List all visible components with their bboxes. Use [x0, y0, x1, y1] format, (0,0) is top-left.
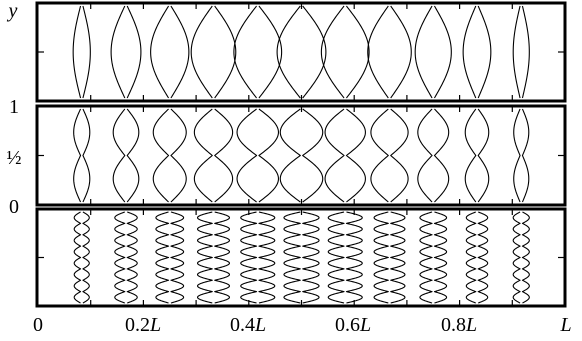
- profile-curve-p1-6-left: [276, 5, 301, 99]
- profile-curve-p2-2-right: [126, 108, 140, 203]
- x-tick-label-0: 0: [33, 314, 43, 336]
- profile-curve-p1-4-left: [190, 5, 213, 99]
- profile-curve-p1-9-right: [433, 5, 452, 99]
- profile-curve-p3-4-right: [214, 211, 230, 304]
- profile-curve-p3-7-right: [345, 211, 363, 304]
- profile-curve-p2-10-right: [477, 108, 490, 203]
- profile-curve-p3-1-left: [73, 211, 82, 304]
- x-tick-num-0.2: 0.2: [125, 314, 150, 336]
- x-tick-label-L: L: [559, 314, 571, 336]
- profile-curve-p1-7-right: [346, 5, 370, 99]
- profile-curve-p2-6-left: [279, 108, 301, 203]
- panel-1-frame: [35, 1, 567, 103]
- profile-curve-p1-5-right: [258, 5, 283, 99]
- profile-curve-p1-7-left: [320, 5, 345, 99]
- profile-curve-p3-11-left: [512, 211, 521, 304]
- profile-curve-p2-6-right: [302, 108, 324, 203]
- profile-curve-p3-10-left: [465, 211, 477, 304]
- x-tick-label-0.2: 0.2L: [125, 314, 161, 336]
- profile-curve-p2-11-right: [521, 108, 530, 203]
- profile-curve-p3-2-left: [114, 211, 126, 304]
- x-tick-unit-0.8: L: [465, 314, 477, 336]
- y-tick-label-0: 0: [9, 196, 19, 218]
- profile-curve-p2-3-left: [152, 108, 170, 203]
- profile-curve-p2-4-right: [214, 108, 234, 203]
- profile-curve-p2-9-right: [433, 108, 450, 203]
- y-tick-label-1: 1: [9, 96, 19, 118]
- profile-curve-p3-8-left: [373, 211, 389, 304]
- profile-curve-p2-8-right: [390, 108, 409, 203]
- profile-curve-p3-9-left: [419, 211, 433, 304]
- x-tick-num-0.4: 0.4: [230, 314, 255, 336]
- panel-3-frame: [35, 207, 567, 308]
- profile-curve-p1-2-left: [110, 5, 126, 99]
- profile-curve-p1-3-right: [170, 5, 190, 99]
- profile-curve-p1-11-left: [512, 5, 521, 99]
- x-tick-label-0.4: 0.4L: [230, 314, 266, 336]
- x-tick-unit-0.4: L: [254, 314, 266, 336]
- profile-curve-p3-7-left: [327, 211, 345, 304]
- profile-curve-p1-3-left: [150, 5, 170, 99]
- profile-curve-p2-3-right: [170, 108, 187, 203]
- profile-curve-p1-11-right: [521, 5, 530, 99]
- profile-curve-p2-7-right: [345, 108, 366, 203]
- profile-curve-p3-3-right: [170, 211, 185, 304]
- profile-curve-p3-1-right: [82, 211, 90, 304]
- y-tick-label-half: ½: [7, 147, 22, 169]
- x-tick-label-0.8: 0.8L: [441, 314, 477, 336]
- profile-curve-p1-9-left: [414, 5, 433, 99]
- x-tick-unit-0.2: L: [149, 314, 161, 336]
- x-tick-label-0.6: 0.6L: [335, 314, 371, 336]
- profile-curve-p1-4-right: [214, 5, 237, 99]
- profile-curve-p3-11-right: [521, 211, 530, 304]
- profile-curve-p2-1-left: [73, 108, 82, 203]
- x-tick-unit-0.6: L: [359, 314, 371, 336]
- profile-curve-p1-10-left: [462, 5, 477, 99]
- profile-curve-p3-6-right: [302, 211, 320, 304]
- x-tick-num-0: 0: [33, 314, 43, 336]
- profile-curve-p2-4-left: [193, 108, 213, 203]
- profile-curve-p3-3-left: [155, 211, 170, 304]
- profile-curve-p3-10-right: [477, 211, 489, 304]
- profile-curve-p2-2-left: [112, 108, 126, 203]
- profile-curve-p3-8-right: [390, 211, 406, 304]
- profile-curve-p3-2-right: [126, 211, 138, 304]
- axis-ticks: [37, 4, 565, 305]
- profile-curve-p2-10-left: [464, 108, 477, 203]
- profile-curve-p1-2-right: [126, 5, 142, 99]
- profile-curve-p2-7-left: [324, 108, 345, 203]
- x-tick-num-0.6: 0.6: [335, 314, 360, 336]
- profile-curve-p2-11-left: [513, 108, 521, 203]
- profile-curve-p3-6-left: [283, 211, 301, 304]
- profile-curve-p2-5-right: [258, 108, 280, 203]
- profile-curve-p1-10-right: [477, 5, 492, 99]
- profile-curve-p2-1-right: [82, 108, 91, 203]
- profile-curve-p1-8-right: [390, 5, 412, 99]
- profile-curve-p1-8-left: [367, 5, 389, 99]
- profile-curve-p3-5-left: [240, 211, 258, 304]
- profile-curve-p1-5-left: [233, 5, 257, 99]
- profile-curve-p3-5-right: [258, 211, 276, 304]
- x-tick-unit-L: L: [559, 314, 571, 336]
- profile-curve-p2-8-left: [370, 108, 389, 203]
- profile-curve-p3-9-right: [433, 211, 448, 304]
- profile-curve-p1-1-right: [82, 5, 91, 99]
- profile-curve-p1-6-right: [302, 5, 327, 99]
- y-axis-label: y: [7, 0, 18, 22]
- profile-curve-p1-1-left: [72, 5, 82, 99]
- x-tick-num-0.8: 0.8: [441, 314, 466, 336]
- profile-curve-p2-5-left: [236, 108, 258, 203]
- profile-curve-p2-9-left: [417, 108, 433, 203]
- profile-curve-p3-4-left: [196, 211, 213, 304]
- profile-curves: [72, 5, 530, 304]
